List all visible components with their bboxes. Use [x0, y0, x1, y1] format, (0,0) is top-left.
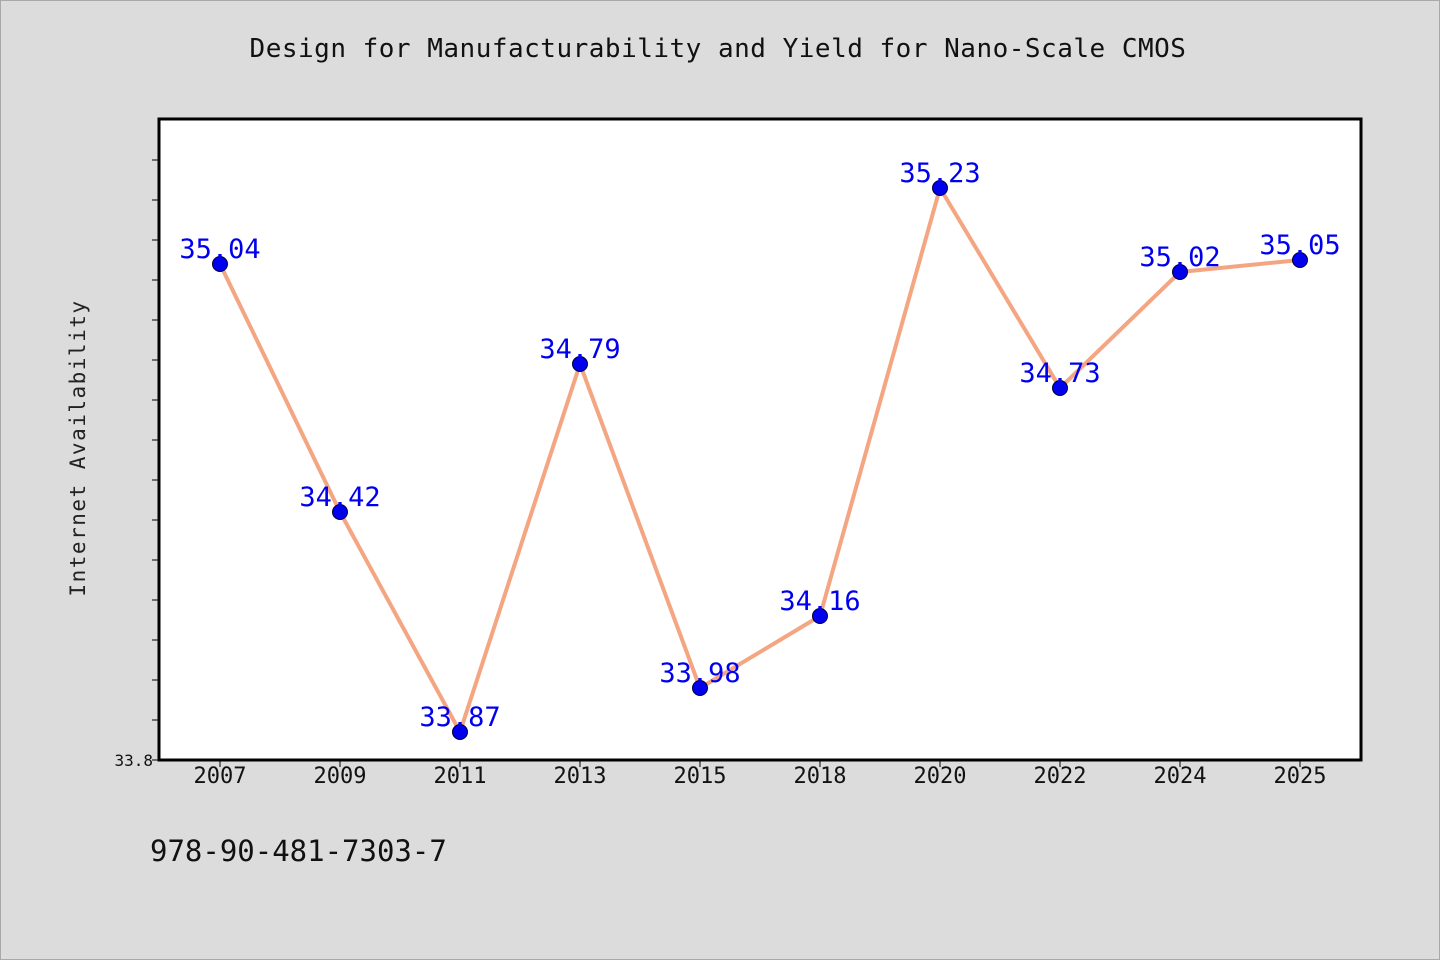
data-point-marker [692, 680, 708, 696]
series-group [218, 186, 1301, 734]
data-point-label: 35.05 [1259, 230, 1340, 261]
data-point-label: 35.02 [1139, 242, 1220, 273]
x-tick-label: 2024 [1154, 764, 1207, 789]
data-point-marker [1172, 264, 1188, 280]
isbn-footer: 978-90-481-7303-7 [150, 834, 447, 868]
data-point-label: 34.16 [779, 586, 860, 617]
data-point-label: 34.73 [1019, 358, 1100, 389]
data-point-marker [812, 608, 828, 624]
x-tick-label: 2022 [1034, 764, 1087, 789]
x-tick-label: 2007 [194, 764, 247, 789]
x-tick-label: 2015 [674, 764, 727, 789]
x-tick-label: 2011 [434, 764, 487, 789]
data-point-label: 34.42 [299, 482, 380, 513]
data-point-marker [572, 356, 588, 372]
data-point-label: 33.98 [659, 658, 740, 689]
data-point-label: 33.87 [419, 702, 500, 733]
data-point-marker [1292, 252, 1308, 268]
chart-title: Design for Manufacturability and Yield f… [249, 34, 1187, 64]
data-point-marker [332, 504, 348, 520]
markers-group [212, 180, 1308, 740]
x-tick-labels: 2007 2009 2011 2013 2015 2018 2020 2022 2024 2025 [194, 764, 1327, 789]
x-tick-label: 2009 [314, 764, 367, 789]
data-point-marker [212, 256, 228, 272]
data-point-label: 34.79 [539, 334, 620, 365]
data-labels-group: 35.04 34.42 33.87 34.79 33.98 34.16 35.23 34.73… [179, 158, 1340, 733]
data-point-marker [452, 724, 468, 740]
y-tick-label: 33.8 [114, 751, 153, 770]
data-point-label: 35.23 [899, 158, 980, 189]
data-point-marker [1052, 380, 1068, 396]
data-point-marker [932, 180, 948, 196]
y-tick-labels: 33.8 [114, 751, 153, 770]
x-tick-label: 2018 [794, 764, 847, 789]
x-tick-label: 2025 [1274, 764, 1327, 789]
x-tick-label: 2013 [554, 764, 607, 789]
plot-area [157, 117, 1363, 762]
axis-ticks [152, 159, 1301, 767]
series-line [218, 186, 1301, 734]
x-tick-label: 2020 [914, 764, 967, 789]
data-point-label: 35.04 [179, 234, 260, 265]
